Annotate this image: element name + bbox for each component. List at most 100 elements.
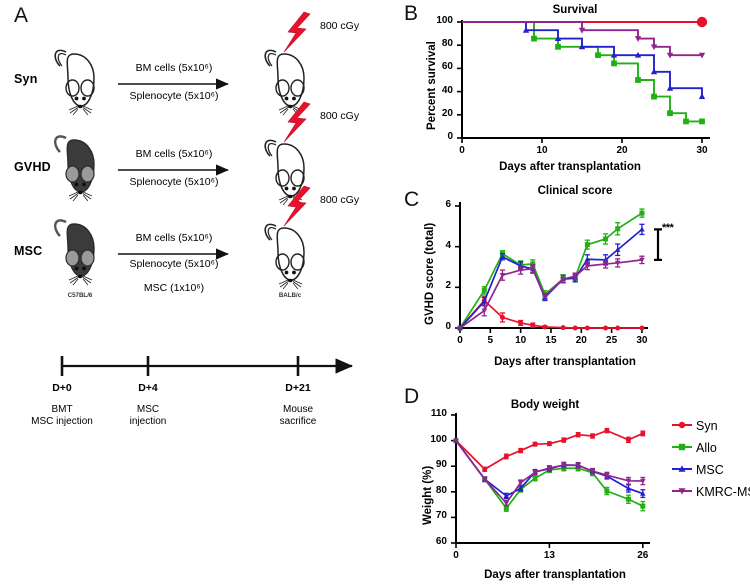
panel-c-series-allo	[459, 212, 643, 329]
panel-d-marker-syn-4	[532, 441, 538, 447]
legend-marker-allo	[678, 443, 686, 451]
panel-d-marker-msc-10	[625, 485, 632, 491]
panel-a-row2-line2: Splenocyte (5x10⁶)	[129, 176, 219, 188]
panel-c-marker-kmrc-msc-11	[639, 257, 645, 263]
panel-c-marker-msc-11	[639, 226, 645, 232]
panel-d-marker-syn-1	[482, 466, 488, 472]
panel-c-marker-kmrc-msc-6	[560, 277, 566, 283]
panel-d-marker-kmrc-msc-0	[453, 438, 459, 444]
panel-b-marker-allo-4	[611, 60, 617, 67]
panel-c-marker-kmrc-msc-2	[499, 273, 506, 279]
panel-c-marker-kmrc-msc-3	[517, 267, 524, 273]
panel-c-marker-syn-2	[499, 314, 505, 320]
panel-c-marker-msc-10	[614, 246, 621, 252]
timeline-desc-1-line1: MSC	[136, 404, 160, 415]
panel-a-row1-line1: BM cells (5x10⁶)	[135, 62, 213, 74]
panel-c-marker-kmrc-msc-8	[584, 263, 591, 269]
panel-b-marker-allo-8	[683, 118, 689, 125]
panel-b-marker-msc-6	[650, 68, 658, 75]
panel-a-row3-line3: MSC (1x10⁶)	[143, 282, 205, 294]
panel-d-xtick-26: 26	[637, 550, 649, 561]
panel-a-recipient-strain: BALB/c	[278, 292, 302, 299]
panel-c-marker-allo-8	[584, 242, 590, 248]
panel-b-marker-allo-3	[595, 52, 601, 59]
panel-a-letter: A	[14, 4, 29, 27]
panel-d-marker-kmrc-msc-8	[589, 468, 596, 474]
panel-c-marker-kmrc-msc-7	[572, 274, 578, 280]
panel-c-marker-syn-11	[639, 325, 645, 331]
panel-a-row-label-gvhd: GVHD	[14, 160, 51, 174]
panel-c-marker-syn-10	[615, 325, 621, 331]
timeline-desc-0-line1: BMT	[51, 404, 73, 415]
panel-c-marker-msc-8	[584, 256, 591, 262]
panel-b-series-msc	[462, 21, 703, 97]
legend-label-msc: MSC	[696, 463, 724, 477]
panel-c-xtick-5: 5	[487, 335, 494, 346]
panel-c-plot	[455, 202, 662, 333]
panel-c-marker-msc-2	[499, 253, 506, 259]
panel-b-marker-kmrc-msc-3	[650, 44, 658, 51]
panel-a-donor-strain: C57BL/6	[67, 292, 93, 299]
panel-b-ytick-60: 60	[441, 61, 453, 73]
panel-d-ytick-100: 100	[430, 433, 447, 445]
panel-b-marker-allo-1	[531, 35, 537, 42]
panel-b: B Survival Percent survival Days after t…	[400, 0, 750, 180]
timeline-desc-1-line2: injection	[129, 416, 167, 427]
panel-d-marker-kmrc-msc-11	[640, 478, 646, 484]
panel-b-marker-allo-9	[699, 118, 705, 125]
legend-marker-kmrc-msc	[678, 488, 686, 495]
panel-c-marker-kmrc-msc-5	[542, 294, 548, 300]
panel-c-marker-msc-1	[481, 298, 488, 304]
panel-c-marker-syn-9	[603, 325, 609, 331]
panel-d-marker-syn-8	[590, 433, 596, 439]
panel-c-title: Clinical score	[537, 185, 613, 197]
panel-a-row1-line2: Splenocyte (5x10⁶)	[129, 90, 219, 102]
panel-c-xtick-0: 0	[457, 335, 463, 346]
panel-d-title: Body weight	[510, 399, 580, 411]
panel-c-marker-allo-10	[615, 226, 621, 232]
panel-b-marker-kmrc-msc-4	[666, 52, 674, 59]
panel-d-xlabel: Days after transplantation	[484, 569, 626, 581]
panel-c-marker-allo-4	[530, 261, 536, 267]
panel-c-series-kmrc-msc	[459, 259, 643, 329]
panel-a-row3-line1: BM cells (5x10⁶)	[135, 232, 213, 244]
panel-d-ytick-60: 60	[435, 536, 447, 547]
panel-c-xtick-15: 15	[545, 335, 557, 346]
panel-c-ytick-6: 6	[445, 199, 451, 210]
panel-d-series-allo	[455, 440, 644, 510]
panel-c-xtick-30: 30	[636, 335, 648, 346]
panel-c-ytick-2: 2	[445, 280, 451, 292]
panel-c-marker-syn-7	[572, 325, 578, 331]
panel-d-marker-msc-2	[503, 493, 510, 499]
panel-c-marker-kmrc-msc-0	[457, 325, 463, 331]
panel-d-marker-kmrc-msc-5	[546, 465, 553, 471]
panel-a-row3-dose: 800 cGy	[320, 194, 360, 206]
panel-d-ytick-90: 90	[435, 459, 447, 471]
panel-d-marker-allo-2	[503, 505, 509, 511]
panel-c-marker-kmrc-msc-9	[602, 261, 609, 267]
panel-c-significance: ***	[662, 222, 674, 234]
panel-c-marker-kmrc-msc-4	[530, 266, 536, 272]
panel-b-marker-allo-6	[651, 93, 657, 100]
panel-b-marker-msc-1	[522, 26, 530, 33]
panel-d-marker-syn-9	[604, 428, 610, 434]
panel-b-marker-syn	[696, 16, 708, 28]
legend-label-kmrc-msc: KMRC-MSC	[696, 485, 750, 499]
panel-b-marker-msc-4	[610, 51, 618, 58]
panel-d-plot	[451, 413, 692, 548]
panel-c-marker-syn-5	[542, 324, 548, 330]
panel-b-xtick-10: 10	[536, 145, 548, 156]
panel-c-ytick-0: 0	[445, 321, 451, 332]
timeline-desc-2-line1: Mouse	[282, 404, 313, 415]
panel-c-marker-kmrc-msc-10	[614, 260, 621, 266]
timeline-day-0: D+0	[52, 382, 72, 394]
panel-a-row-label-msc: MSC	[14, 244, 43, 258]
panel-d-marker-kmrc-msc-2	[503, 500, 510, 506]
panel-b-marker-kmrc-msc-5	[698, 52, 706, 59]
panel-c-xlabel: Days after transplantation	[494, 356, 636, 368]
panel-d-ytick-70: 70	[435, 510, 447, 522]
panel-b-marker-allo-5	[635, 77, 641, 83]
panel-b-marker-allo-2	[555, 43, 561, 50]
timeline-day-21: D+21	[285, 382, 311, 394]
legend-label-syn: Syn	[696, 419, 718, 433]
